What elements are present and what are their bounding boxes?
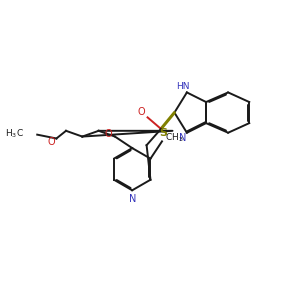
Text: O: O — [137, 106, 145, 117]
Text: N: N — [128, 194, 136, 204]
Text: N: N — [179, 134, 187, 143]
Text: CH$_3$: CH$_3$ — [165, 131, 184, 144]
Text: H$_3$C: H$_3$C — [5, 128, 24, 140]
Text: HN: HN — [176, 82, 190, 91]
Text: O: O — [104, 129, 112, 139]
Text: S: S — [159, 128, 167, 138]
Text: O: O — [48, 137, 56, 147]
